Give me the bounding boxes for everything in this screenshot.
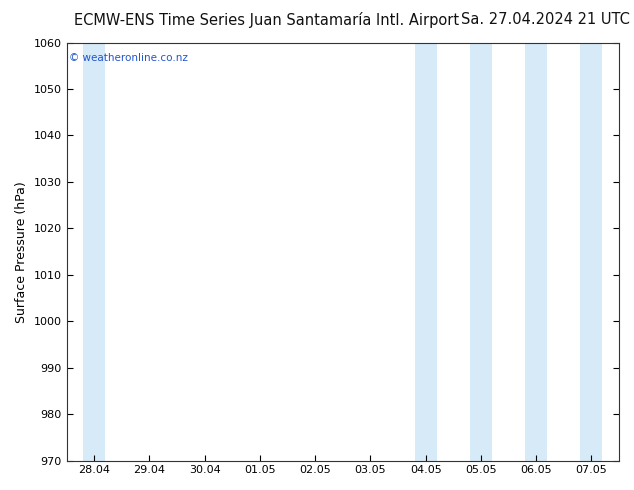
Bar — [83, 43, 105, 461]
Text: © weatheronline.co.nz: © weatheronline.co.nz — [69, 53, 188, 63]
Text: Sa. 27.04.2024 21 UTC: Sa. 27.04.2024 21 UTC — [461, 12, 630, 27]
Text: ECMW-ENS Time Series Juan Santamaría Intl. Airport: ECMW-ENS Time Series Juan Santamaría Int… — [74, 12, 459, 28]
Bar — [580, 43, 602, 461]
Y-axis label: Surface Pressure (hPa): Surface Pressure (hPa) — [15, 181, 28, 322]
Bar — [525, 43, 547, 461]
Bar — [415, 43, 437, 461]
Bar — [470, 43, 492, 461]
